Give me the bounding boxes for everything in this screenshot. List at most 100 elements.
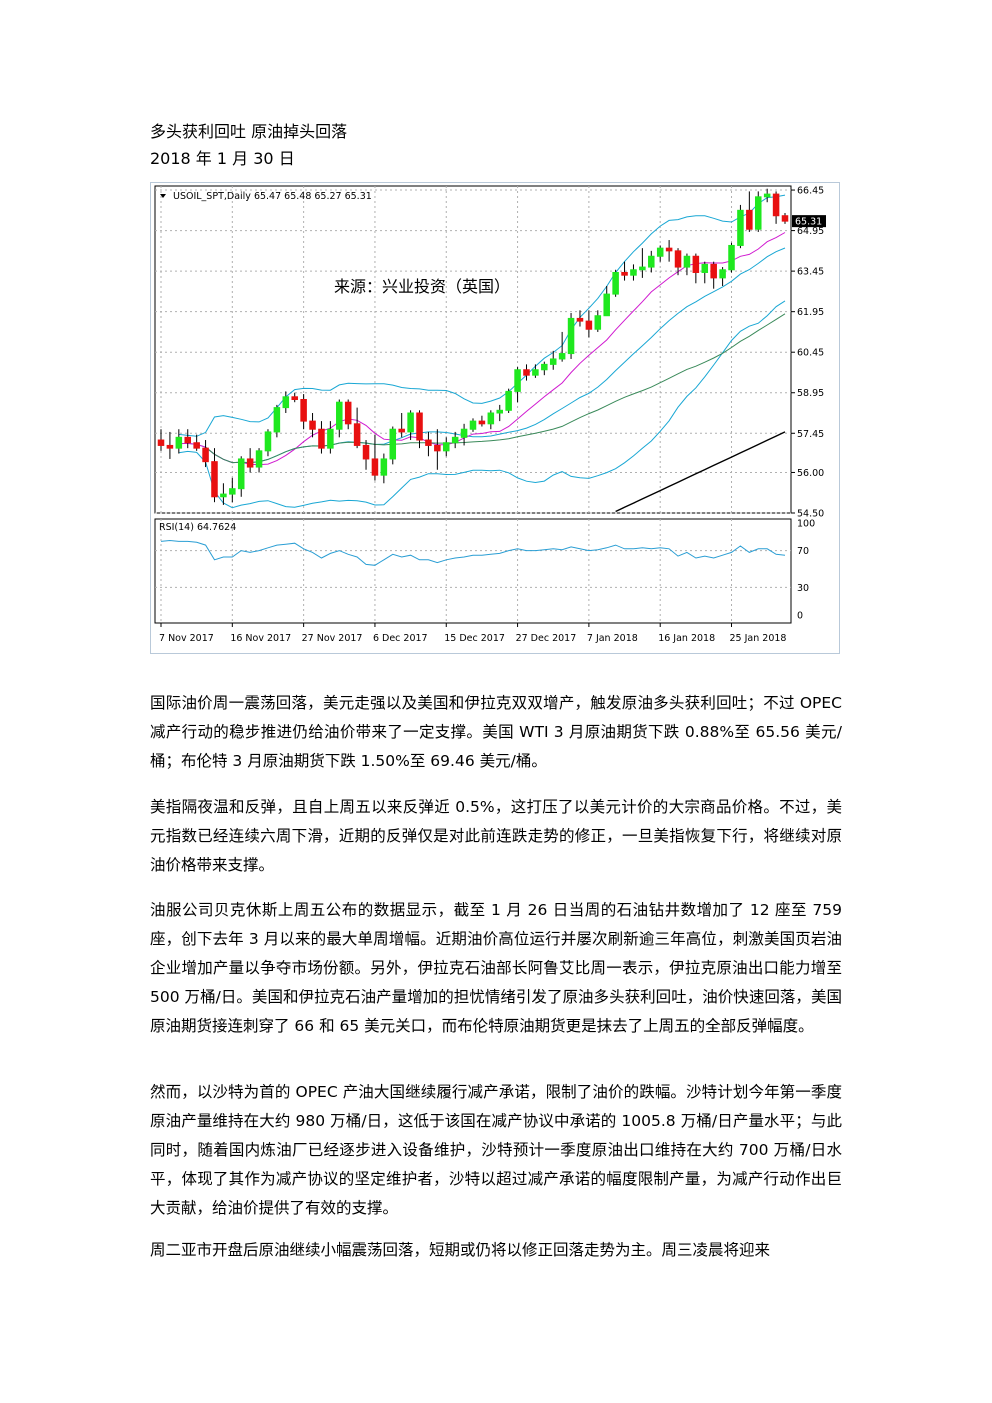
candle-bull [469,420,477,430]
candle-bull [496,409,504,414]
time-tick-label: 15 Dec 2017 [444,633,505,644]
candle-bear [772,193,780,217]
candle-bear [665,247,673,252]
candle-bull [683,255,691,268]
candle-bear [371,458,379,476]
candle-bull [603,293,610,317]
candle-layer [157,188,789,505]
price-tick-label: 61.95 [797,307,824,318]
candle-bull [389,428,397,460]
candle-bull [380,458,388,476]
paragraph-2: 美指隔夜温和反弹，且自上周五以来反弹近 0.5%，这打压了以美元计价的大宗商品价… [150,798,842,874]
time-tick-label: 25 Jan 2018 [730,633,787,644]
time-tick-label: 7 Nov 2017 [159,633,214,644]
candle-bear [746,209,753,230]
rsi-tick-label: 0 [797,611,803,622]
chart-canvas: USOIL_SPT,Daily 65.47 65.48 65.27 65.31 … [154,185,826,644]
candle-bear [692,255,700,273]
candle-bull [719,269,726,279]
candle-bull [237,458,245,490]
time-tick-label: 27 Nov 2017 [302,633,363,644]
rsi-label: RSI(14) 64.7624 [159,522,236,533]
candle-bear [576,317,584,322]
price-panel-border [154,185,792,514]
candle-bull [273,407,281,433]
candle-bull [442,442,450,452]
candle-bull [558,353,566,360]
candle-bull [728,244,735,271]
candle-bear [478,420,486,425]
price-tick-label: 60.45 [797,348,824,359]
time-tick-label: 27 Dec 2017 [516,633,577,644]
candle-bull [656,247,664,257]
candle-bull [701,263,709,273]
candle-bear [425,439,432,446]
candle-bull [505,390,512,411]
candle-bear [523,369,530,376]
candle-bull [327,428,334,449]
candle-bull [639,266,646,271]
candle-bear [193,442,200,449]
candle-bear [318,428,325,449]
price-tick-label: 56.00 [797,468,824,479]
candle-bull [612,271,619,295]
candle-bull [460,428,468,438]
paragraph-3: 油服公司贝克休斯上周五公布的数据显示，截至 1 月 26 日当周的石油钻井数增加… [150,901,842,1035]
candle-bear [211,461,218,498]
candle-bull [220,493,227,498]
candle-bull [282,396,290,409]
candle-bear [353,423,361,446]
time-axis: 7 Nov 2017 16 Nov 2017 27 Nov 2017 6 Dec 20… [159,623,786,644]
chevron-down-icon[interactable] [160,194,166,198]
candle-bear [246,458,254,468]
candle-bear [300,398,307,422]
paragraph-5: 周二亚市开盘后原油继续小幅震荡回落，短期或仍将以修正回落走势为主。周三凌晨将迎来 [150,1241,771,1259]
candle-bear [184,436,192,444]
candle-bull [451,436,459,444]
candle-bear [166,444,174,449]
lower-bollinger-band [178,300,786,509]
candle-bear [344,401,352,425]
price-chart: USOIL_SPT,Daily 65.47 65.48 65.27 65.31 … [150,182,840,654]
chart-header: USOIL_SPT,Daily 65.47 65.48 65.27 65.31 [173,191,372,202]
candle-bear [291,396,298,400]
candle-bear [398,428,405,433]
candle-bull [549,358,557,365]
candle-bull [763,193,771,198]
price-tick-label: 64.95 [797,226,824,237]
ma10-line [178,232,786,466]
candle-bear [434,444,441,452]
current-price-label: 65.31 [795,217,822,228]
time-tick-label: 16 Jan 2018 [658,633,715,644]
candle-bear [202,447,209,463]
candle-bull [532,369,539,376]
rsi-tick-label: 100 [797,519,815,530]
rsi-tick-label: 70 [797,546,809,557]
upper-bollinger-band [178,194,786,437]
candle-bull [487,412,495,425]
candle-bull [737,209,744,246]
candle-bull [754,196,762,230]
candle-bull [514,369,521,392]
candle-bear [362,444,370,460]
price-axis: 66.45 64.95 63.45 61.95 60.45 58.95 57.45 56.00… [791,186,826,520]
time-tick-label: 7 Jan 2018 [587,633,638,644]
price-tick-label: 58.95 [797,388,824,399]
candle-bull [175,436,183,449]
price-tick-label: 54.50 [797,509,824,520]
candle-bear [585,320,593,330]
candle-bull [336,401,343,430]
rsi-tick-label: 30 [797,583,809,594]
candle-bull [567,317,575,355]
candle-bear [710,263,717,279]
time-tick-label: 6 Dec 2017 [373,633,428,644]
price-tick-label: 63.45 [797,267,824,278]
candle-bear [416,412,423,441]
candle-bull [264,431,272,452]
ma40-line [205,313,786,464]
candle-bull [255,450,263,468]
candle-bear [157,439,165,446]
price-tick-label: 57.45 [797,429,824,440]
candle-bear [674,250,682,268]
grid-layer [154,185,792,624]
